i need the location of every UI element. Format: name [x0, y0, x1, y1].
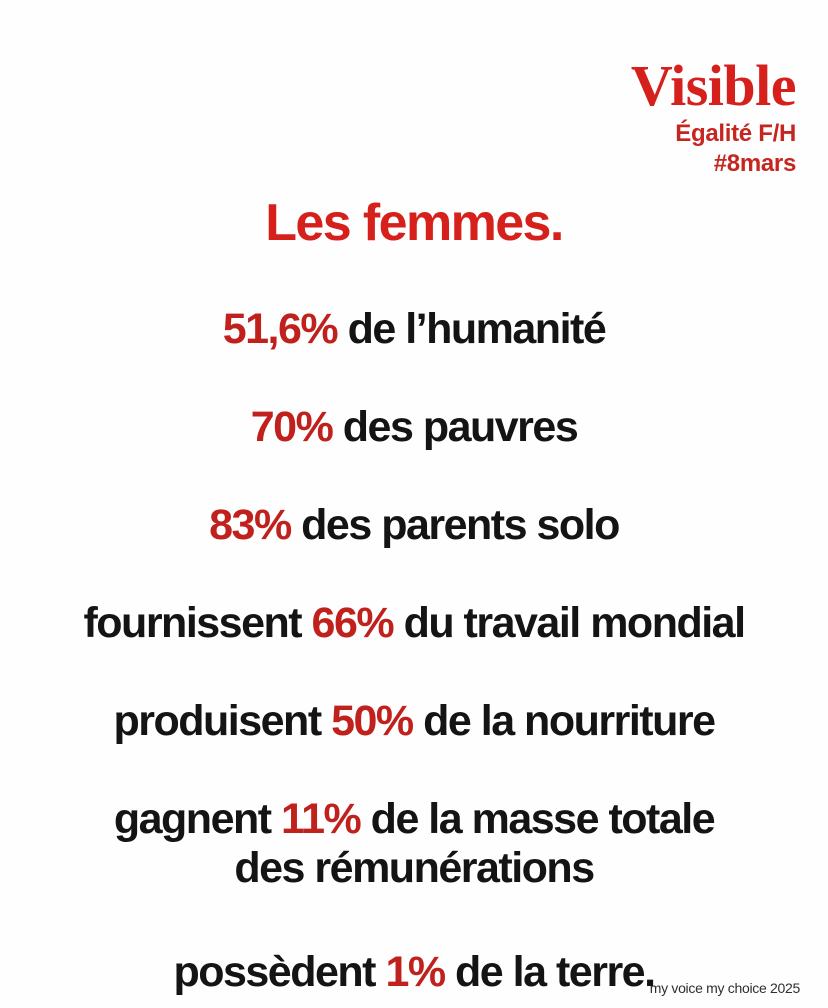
stat-value: 51,6%: [222, 304, 339, 353]
stat-suffix: des parents solo: [290, 500, 620, 549]
stat-line-humanite: 51,6% de l’humanité: [0, 305, 828, 353]
stat-value: 83%: [209, 500, 292, 549]
stat-line-travail-mondial: fournissent 66% du travail mondial: [0, 599, 828, 647]
stat-value: 1%: [385, 947, 446, 996]
stat-second-line: des rémunérations: [234, 843, 595, 892]
stat-suffix: de l’humanité: [337, 304, 607, 353]
stat-prefix: fournissent: [83, 599, 312, 648]
stat-value: 11%: [281, 795, 362, 844]
stat-prefix: gagnent: [113, 795, 282, 844]
stat-value: 50%: [331, 697, 414, 746]
statement-block: Les femmes. 51,6% de l’humanité 70% des …: [0, 196, 828, 996]
logo-tagline: Égalité F/H: [675, 119, 796, 147]
stat-value: 66%: [311, 599, 395, 648]
stat-suffix: de la terre.: [444, 947, 656, 996]
stat-line-parents-solo: 83% des parents solo: [0, 501, 828, 549]
stat-suffix: de la masse totale: [360, 795, 716, 844]
stat-line-pauvres: 70% des pauvres: [0, 403, 828, 451]
page-title: Les femmes.: [265, 194, 564, 252]
stat-prefix: possèdent: [173, 947, 386, 996]
stat-line-nourriture: produisent 50% de la nourriture: [0, 697, 828, 745]
stat-suffix: des pauvres: [332, 402, 579, 451]
stat-suffix: du travail mondial: [393, 599, 746, 648]
stat-prefix: produisent: [113, 697, 332, 746]
stat-suffix: de la nourriture: [412, 697, 716, 746]
stat-line-terre: possèdent 1% de la terre.: [0, 948, 828, 996]
brand-logo: Visible Égalité F/H #8mars: [630, 53, 797, 177]
logo-hashtag: #8mars: [713, 149, 797, 177]
statistics-list: 51,6% de l’humanité 70% des pauvres 83% …: [0, 305, 828, 996]
logo-wordmark: Visible: [630, 53, 797, 118]
stat-value: 70%: [250, 402, 334, 451]
stat-line-remunerations: gagnent 11% de la masse totale des rémun…: [0, 795, 828, 891]
credit-text: my voice my choice 2025: [649, 980, 801, 996]
